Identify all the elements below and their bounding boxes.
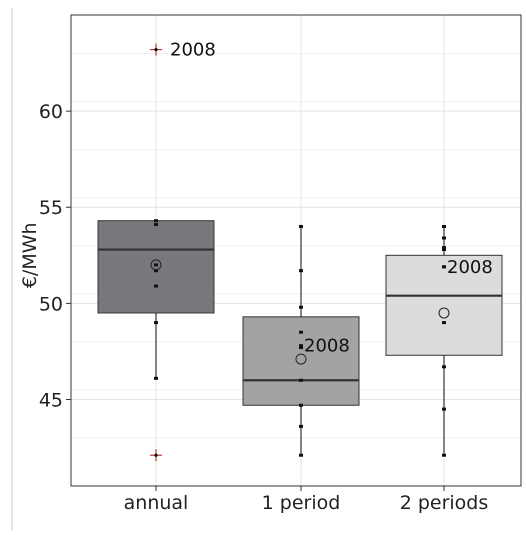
y-tick-label: 55 (39, 197, 63, 219)
box-2-periods: 2008 (385, 224, 503, 457)
y-tick-label: 60 (39, 101, 63, 123)
x-tick-label: annual (124, 492, 189, 514)
point-label: 2008 (304, 336, 350, 357)
mean-marker (295, 353, 307, 365)
axes: 45 50 55 60 annual 1 period 2 periods (11, 8, 522, 530)
data-point (154, 376, 158, 380)
data-point (442, 236, 446, 240)
data-point (299, 403, 303, 407)
y-tick-label: 45 (39, 389, 63, 411)
x-tick-label: 1 period (262, 492, 341, 514)
box-iqr (97, 220, 215, 314)
plot-border (70, 14, 522, 487)
data-point (442, 224, 446, 228)
outlier-point (154, 453, 158, 457)
data-point (299, 346, 303, 350)
box-iqr (385, 254, 503, 356)
mean-marker (438, 307, 450, 319)
data-point (299, 224, 303, 228)
outlier-point (154, 48, 158, 52)
data-point (442, 365, 446, 369)
data-point (299, 424, 303, 428)
data-point (154, 263, 158, 267)
data-point (154, 219, 158, 223)
data-point (154, 269, 158, 273)
data-point (442, 248, 446, 252)
box-1-period: 2008 (242, 224, 360, 457)
data-point (299, 330, 303, 334)
data-point (299, 305, 303, 309)
mean-marker (150, 259, 162, 271)
x-tick-label: 2 periods (400, 492, 489, 514)
box-series: 2008 2008 2008 (97, 40, 503, 462)
data-point (442, 407, 446, 411)
data-point (442, 321, 446, 325)
data-point (299, 378, 303, 382)
data-point (154, 284, 158, 288)
point-label: 2008 (447, 257, 493, 278)
outlier-label: 2008 (170, 40, 216, 61)
labeled-point (299, 344, 303, 348)
data-point (299, 453, 303, 457)
labeled-point (442, 265, 446, 269)
box-annual: 2008 (97, 40, 216, 462)
data-point (442, 453, 446, 457)
y-tick-label: 50 (39, 293, 63, 315)
y-axis-label: €/MWh (19, 222, 41, 288)
box-iqr (242, 316, 360, 406)
data-point (154, 321, 158, 325)
data-point (442, 246, 446, 250)
data-point (299, 269, 303, 273)
data-point (154, 223, 158, 227)
